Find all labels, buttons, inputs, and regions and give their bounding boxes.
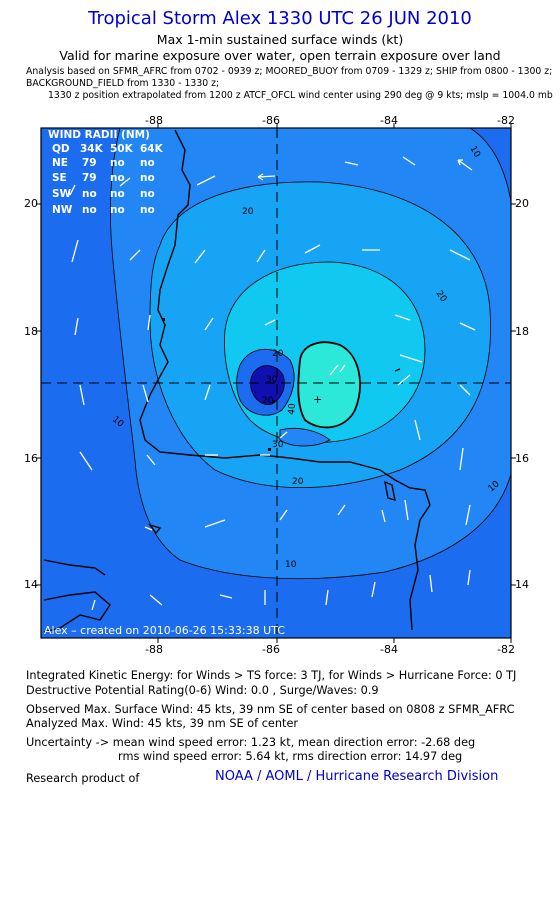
contour-label: 30 — [266, 375, 278, 385]
wind-band-40kt — [297, 341, 361, 429]
radii-row-se-quadrant: SE — [52, 172, 67, 184]
radii-row-ne-quadrant: NE — [52, 157, 68, 169]
wind-vectors — [69, 156, 476, 611]
radii-row-ne-64k: no — [140, 157, 155, 169]
left-tick-label: 16 — [24, 452, 38, 465]
radii-row-ne-34k: 79 — [82, 157, 97, 169]
radii-row-nw-34k: no — [82, 204, 97, 216]
radii-row-sw-64k: no — [140, 188, 155, 200]
dpr-line: Destructive Potential Rating(0-6) Wind: … — [26, 684, 379, 697]
map-title: Tropical Storm Alex 1330 UTC 26 JUN 2010 — [88, 8, 472, 29]
left-tick-label: 20 — [24, 197, 38, 210]
bottom-tick-label: -82 — [497, 643, 515, 656]
right-tick-label: 18 — [515, 325, 529, 338]
radii-row-se-50k: no — [110, 172, 125, 184]
contour-label: 20 — [242, 207, 254, 217]
radii-row-sw-50k: no — [110, 188, 125, 200]
radii-header-50k: 50K — [110, 143, 134, 155]
analysis-sources: Analysis based on SFMR_AFRC from 0702 - … — [26, 66, 553, 77]
contour-label: 40 — [287, 403, 298, 416]
radii-row-sw-34k: no — [82, 188, 97, 200]
noaa-link[interactable]: NOAA / AOML / Hurricane Research Divisio… — [215, 769, 499, 784]
contour-label: 20 — [262, 396, 274, 406]
right-tick-label: 20 — [515, 197, 529, 210]
map-subtitle: Max 1-min sustained surface winds (kt) — [156, 32, 404, 47]
coastline — [43, 129, 431, 633]
right-tick-label: 16 — [515, 452, 529, 465]
analysis-position: 1330 z position extrapolated from 1200 z… — [48, 90, 553, 101]
exposure-note: Valid for marine exposure over water, op… — [59, 48, 501, 63]
storm-center-marker: + — [313, 393, 322, 406]
top-tick-label: -84 — [380, 114, 398, 127]
radii-row-nw-64k: no — [140, 204, 155, 216]
research-label: Research product of — [26, 772, 140, 785]
analysis-background: BACKGROUND_FIELD from 1330 - 1330 z; — [26, 78, 220, 89]
top-tick-label: -82 — [497, 114, 515, 127]
contour-label: 20 — [292, 477, 304, 487]
map-credit: Alex – created on 2010-06-26 15:33:38 UT… — [44, 624, 285, 637]
left-tick-label: 18 — [24, 325, 38, 338]
contour-label: 30 — [272, 440, 284, 450]
ike-line: Integrated Kinetic Energy: for Winds > T… — [26, 669, 517, 682]
wind-radii-title: WIND RADII (NM) — [48, 129, 150, 141]
radii-header-34k: 34K — [80, 143, 104, 155]
radii-row-nw-50k: no — [110, 204, 125, 216]
map-frame — [40, 127, 512, 639]
bottom-tick-label: -84 — [380, 643, 398, 656]
observed-max-wind: Observed Max. Surface Wind: 45 kts, 39 n… — [26, 703, 515, 716]
islands — [162, 318, 275, 451]
top-tick-label: -86 — [262, 114, 280, 127]
bottom-tick-label: -88 — [145, 643, 163, 656]
uncertainty-rms: rms wind speed error: 5.64 kt, rms direc… — [118, 750, 463, 763]
bottom-tick-label: -86 — [262, 643, 280, 656]
contour-label: 10 — [285, 560, 297, 570]
analyzed-max-wind: Analyzed Max. Wind: 45 kts, 39 nm SE of … — [26, 717, 299, 730]
contour-label: 20 — [272, 349, 284, 359]
radii-row-sw-quadrant: SW — [52, 188, 72, 200]
left-tick-label: 14 — [24, 578, 38, 591]
radii-row-ne-50k: no — [110, 157, 125, 169]
radii-row-se-64k: no — [140, 172, 155, 184]
radii-header-quadrant: QD — [52, 143, 70, 155]
inner-band-strip — [279, 427, 331, 447]
radii-row-nw-quadrant: NW — [52, 204, 73, 216]
axis-ticks — [36, 123, 516, 643]
uncertainty-mean: Uncertainty -> mean wind speed error: 1.… — [26, 736, 476, 749]
right-tick-label: 14 — [515, 578, 529, 591]
radii-header-64k: 64K — [140, 143, 164, 155]
radii-row-se-34k: 79 — [82, 172, 97, 184]
